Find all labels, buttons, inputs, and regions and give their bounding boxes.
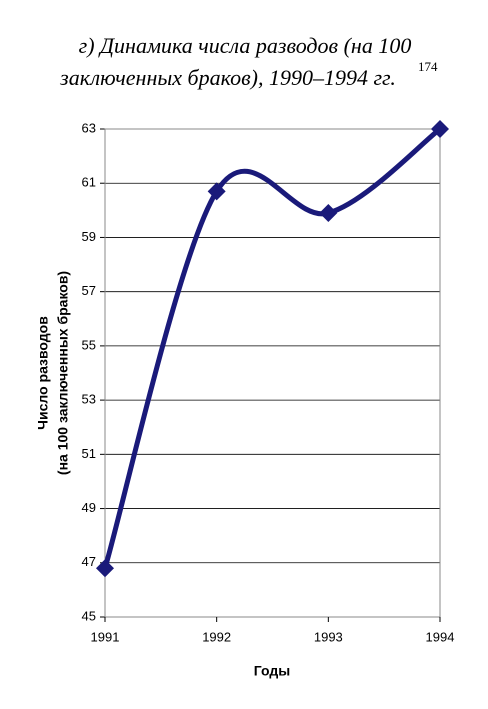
plot-border xyxy=(104,128,441,618)
y-tick-label: 45 xyxy=(82,608,96,623)
chart-title: г) Динамика числа разводов (на 100 xyxy=(79,33,412,58)
y-tick-label: 51 xyxy=(82,446,96,461)
x-tick-label: 1991 xyxy=(91,629,120,644)
y-tick-label: 55 xyxy=(82,337,96,352)
y-axis-label: Число разводов (на 100 заключенных брако… xyxy=(35,271,71,475)
line xyxy=(102,127,442,569)
marker xyxy=(96,559,114,578)
y-tick-label: 53 xyxy=(82,392,96,407)
x-axis-label: Годы xyxy=(254,663,290,679)
x-tick-label: 1992 xyxy=(202,629,231,644)
title-superscript: 174 xyxy=(418,59,438,74)
marker xyxy=(319,204,338,223)
x-tick-label: 1994 xyxy=(426,629,455,644)
marker xyxy=(431,120,449,138)
y-tick-label: 57 xyxy=(82,283,96,298)
x-tick-label: 1993 xyxy=(314,629,343,644)
y-tick-label: 47 xyxy=(82,554,96,569)
y-tick-label: 63 xyxy=(82,120,96,135)
y-axis-label-line: Число разводов xyxy=(35,316,51,430)
marker xyxy=(207,182,226,201)
y-tick-label: 61 xyxy=(82,175,96,190)
y-tick-label: 49 xyxy=(82,500,96,515)
chart-title: заключенных браков), 1990–1994 гг. xyxy=(59,65,396,90)
y-tick-label: 59 xyxy=(82,229,96,244)
y-axis-label-line: (на 100 заключенных браков) xyxy=(55,271,71,475)
